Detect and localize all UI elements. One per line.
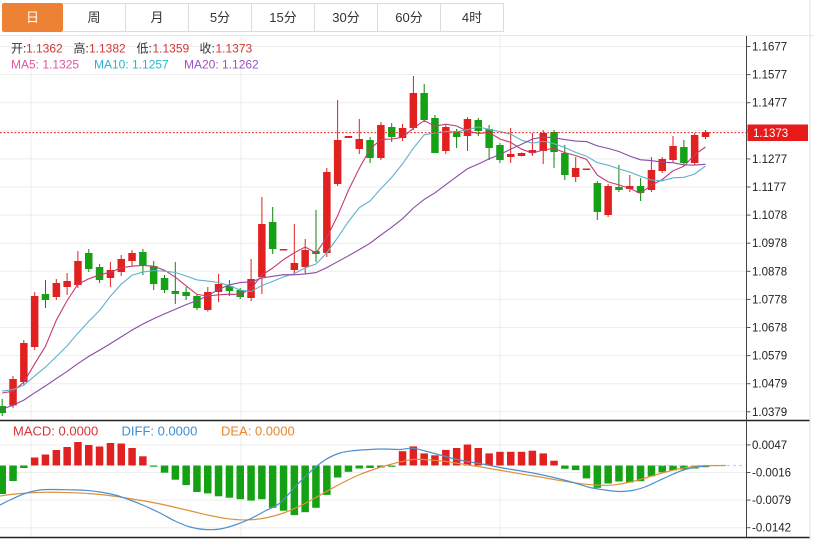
svg-text:1.0878: 1.0878 — [752, 266, 787, 278]
svg-text:1.0379: 1.0379 — [752, 407, 787, 419]
svg-text:1.1477: 1.1477 — [752, 98, 787, 110]
svg-text:1.1577: 1.1577 — [752, 70, 787, 82]
svg-text:MA5: 1.1325: MA5: 1.1325 — [11, 58, 79, 72]
svg-text:1.1373: 1.1373 — [753, 128, 788, 140]
svg-text:1.1362: 1.1362 — [26, 42, 63, 56]
svg-text:1.1359: 1.1359 — [153, 42, 190, 56]
svg-text:收:: 收: — [200, 42, 215, 56]
svg-text:0.0047: 0.0047 — [752, 440, 787, 452]
svg-text:1.0579: 1.0579 — [752, 351, 787, 363]
svg-text:1.0678: 1.0678 — [752, 323, 787, 335]
svg-text:DEA: 0.0000: DEA: 0.0000 — [221, 424, 295, 439]
svg-text:1.1382: 1.1382 — [89, 42, 126, 56]
svg-text:1.1277: 1.1277 — [752, 154, 787, 166]
svg-text:开:: 开: — [11, 42, 26, 56]
svg-text:MACD: 0.0000: MACD: 0.0000 — [13, 424, 98, 439]
svg-text:1.1373: 1.1373 — [216, 42, 253, 56]
svg-text:DIFF: 0.0000: DIFF: 0.0000 — [122, 424, 198, 439]
svg-text:1.1078: 1.1078 — [752, 210, 787, 222]
svg-text:1.0479: 1.0479 — [752, 379, 787, 391]
svg-text:1.1177: 1.1177 — [752, 182, 786, 194]
svg-text:MA10: 1.1257: MA10: 1.1257 — [94, 58, 169, 72]
svg-text:-0.0142: -0.0142 — [752, 523, 791, 535]
svg-text:MA20: 1.1262: MA20: 1.1262 — [184, 58, 259, 72]
svg-text:低:: 低: — [137, 42, 152, 56]
svg-text:-0.0016: -0.0016 — [752, 468, 791, 480]
svg-text:1.0978: 1.0978 — [752, 238, 787, 250]
svg-text:1.1677: 1.1677 — [752, 42, 787, 54]
svg-text:高:: 高: — [74, 41, 89, 56]
svg-text:-0.0079: -0.0079 — [752, 495, 791, 507]
svg-text:1.0778: 1.0778 — [752, 294, 787, 306]
